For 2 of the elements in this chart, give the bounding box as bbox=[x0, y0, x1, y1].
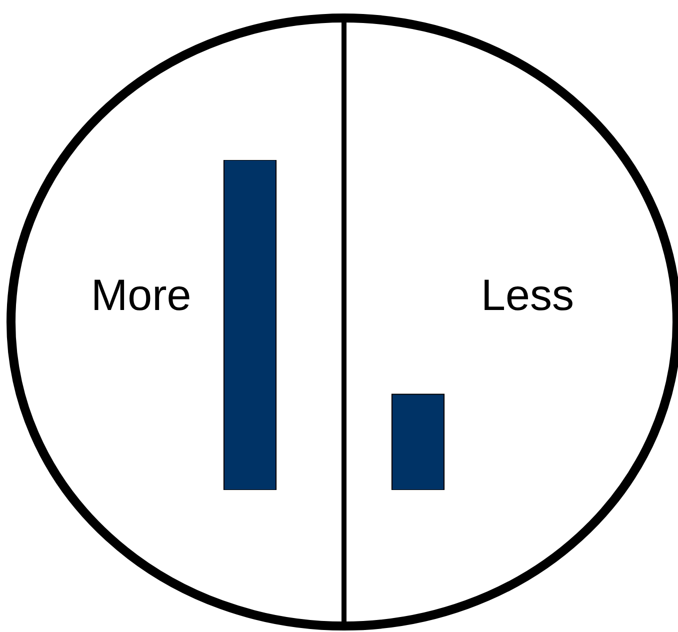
x-tick-label: Less bbox=[481, 271, 574, 320]
x-tick-label: More bbox=[91, 271, 192, 320]
